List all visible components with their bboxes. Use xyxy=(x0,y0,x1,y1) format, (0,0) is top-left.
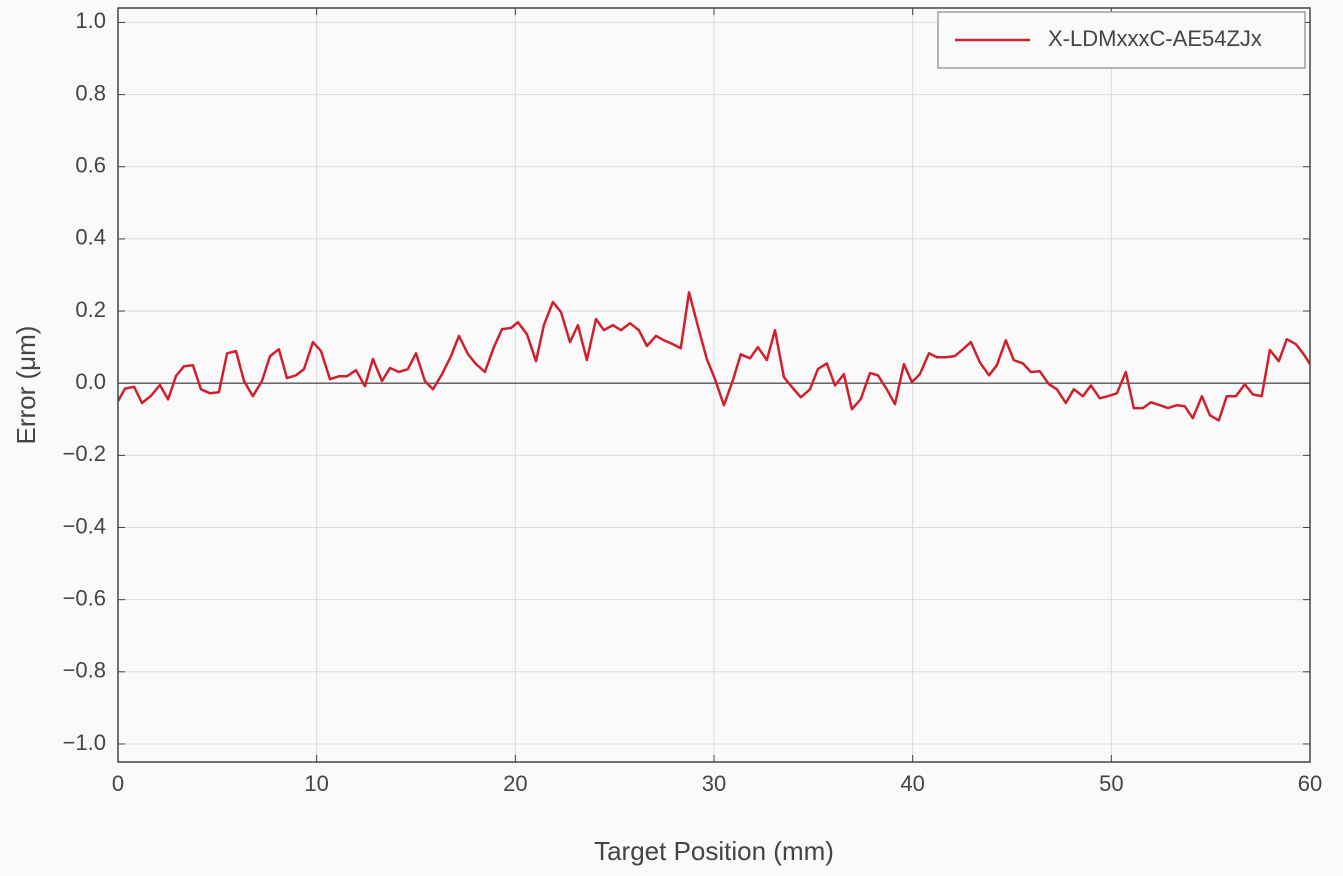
data-line xyxy=(118,291,1310,422)
y-tick-label: 1.0 xyxy=(75,8,106,33)
y-tick-label: −1.0 xyxy=(63,730,106,755)
y-tick-label: 0.6 xyxy=(75,153,106,178)
plot-frame xyxy=(117,7,1311,763)
y-tick-label: −0.6 xyxy=(63,585,106,610)
x-tick-label: 0 xyxy=(112,771,124,796)
x-axis-label: Target Position (mm) xyxy=(594,836,834,866)
y-tick-label: 0.8 xyxy=(75,80,106,105)
y-tick-label: 0.2 xyxy=(75,297,106,322)
legend-label: X-LDMxxxC-AE54ZJx xyxy=(1048,26,1262,51)
y-tick-label: −0.8 xyxy=(63,658,106,683)
x-tick-label: 50 xyxy=(1099,771,1123,796)
x-tick-label: 60 xyxy=(1298,771,1322,796)
x-tick-label: 30 xyxy=(702,771,726,796)
y-tick-label: 0.0 xyxy=(75,369,106,394)
y-tick-label: 0.4 xyxy=(75,225,106,250)
y-tick-label: −0.4 xyxy=(63,513,106,538)
x-tick-label: 20 xyxy=(503,771,527,796)
y-axis-label: Error (μm) xyxy=(11,326,41,445)
y-tick-label: −0.2 xyxy=(63,441,106,466)
x-tick-label: 10 xyxy=(304,771,328,796)
x-tick-label: 40 xyxy=(900,771,924,796)
